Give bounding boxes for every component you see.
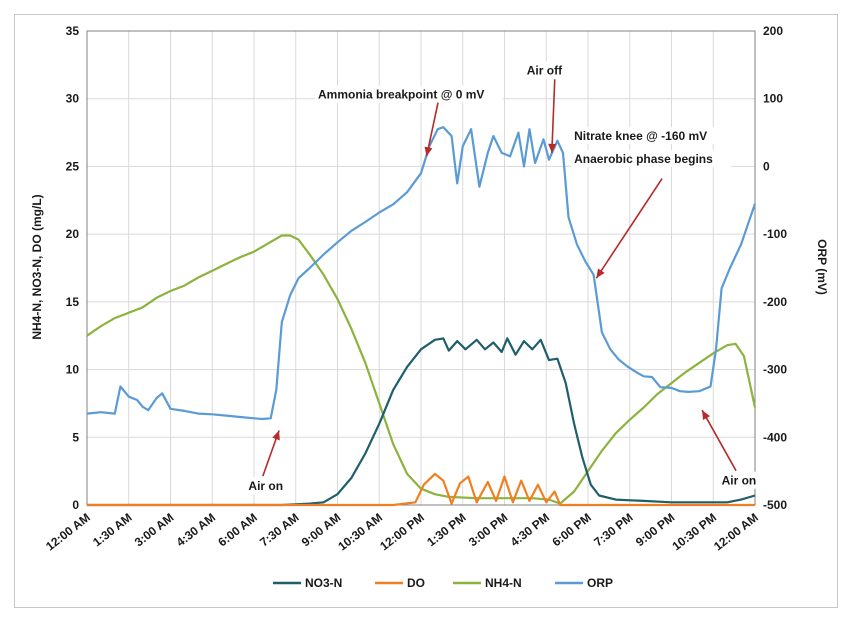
x-tick-label: 3:00 PM xyxy=(466,510,510,549)
y-right-tick-label: -200 xyxy=(763,295,787,309)
y-right-tick-label: 200 xyxy=(763,24,783,38)
annotation-label: Air on xyxy=(722,474,757,488)
y-right-tick-label: -300 xyxy=(763,363,787,377)
right-axis-ticks: -500 -400 -300 -200 -100 0 100 200 xyxy=(763,24,787,512)
series-line-nh4-n xyxy=(86,234,757,505)
x-tick-label: 10:30 AM xyxy=(335,510,385,553)
y-left-tick-label: 15 xyxy=(66,295,80,309)
y-left-tick-label: 25 xyxy=(66,159,80,173)
y-left-tick-label: 30 xyxy=(66,92,80,106)
y-left-tick-label: 0 xyxy=(72,498,79,512)
annotation-label: Anaerobic phase begins xyxy=(574,152,713,166)
y-axis-right-title: ORP (mV) xyxy=(815,239,829,295)
y-left-tick-label: 5 xyxy=(72,430,79,444)
left-axis-ticks: 0 5 10 15 20 25 30 35 xyxy=(66,24,80,512)
plot-area xyxy=(86,30,756,506)
legend-label: DO xyxy=(407,576,425,590)
annotation-background xyxy=(245,477,294,495)
annotation-arrow-head xyxy=(548,143,557,153)
y-left-tick-label: 20 xyxy=(66,227,80,241)
annotation-label: Nitrate knee @ -160 mV xyxy=(574,129,707,143)
y-right-tick-label: 100 xyxy=(763,92,783,106)
legend-label: NH4-N xyxy=(485,576,522,590)
annotation-label: Air on xyxy=(248,479,283,493)
line-chart: Ammonia breakpoint @ 0 mV Air off Nitrate … xyxy=(30,24,829,590)
annotation-background xyxy=(571,127,732,145)
x-tick-label: 4:30 PM xyxy=(508,510,552,549)
x-tick-label: 12:00 AM xyxy=(43,510,93,553)
annotation-arrow-head xyxy=(596,268,605,279)
x-tick-label: 12:00 AM xyxy=(711,510,761,553)
x-tick-label: 1:30 PM xyxy=(424,510,468,549)
y-right-tick-label: -400 xyxy=(763,430,787,444)
annotation-arrow-line xyxy=(701,409,737,472)
annotation-background xyxy=(718,471,767,489)
x-tick-label: 10:30 PM xyxy=(669,510,719,553)
y-left-tick-label: 35 xyxy=(66,24,80,38)
annotation-arrow-head xyxy=(272,430,280,441)
legend-label: ORP xyxy=(587,576,613,590)
annotation-arrow-head xyxy=(424,146,433,157)
legend: NO3-N DO NH4-N ORP xyxy=(273,576,613,590)
series-line-no3-n xyxy=(87,337,756,507)
y-right-tick-label: 0 xyxy=(763,159,770,173)
y-left-tick-label: 10 xyxy=(66,363,80,377)
x-axis-ticks: 12:00 AM1:30 AM3:00 AM4:30 AM6:00 AM7:30… xyxy=(43,510,761,553)
annotation-background xyxy=(315,85,504,103)
series-line-orp xyxy=(86,126,757,421)
legend-label: NO3-N xyxy=(305,576,342,590)
series-layer xyxy=(86,126,757,507)
x-tick-label: 12:00 PM xyxy=(377,510,427,553)
y-axis-left-title: NH4-N, NO3-N, DO (mg/L) xyxy=(30,194,44,339)
y-right-tick-label: -500 xyxy=(763,498,787,512)
annotation-background xyxy=(523,61,579,79)
annotation-arrow-head xyxy=(702,410,711,421)
annotation-background xyxy=(571,150,732,168)
x-tick-label: 6:00 AM xyxy=(215,510,260,549)
annotation-arrow-line xyxy=(551,79,556,153)
annotation-arrow-line xyxy=(595,178,663,279)
plot-border xyxy=(86,30,756,506)
annotation-arrow-line xyxy=(425,102,439,157)
chart-frame: Ammonia breakpoint @ 0 mV Air off Nitrate … xyxy=(14,14,838,608)
x-tick-label: 3:00 AM xyxy=(132,510,177,549)
series-line-do xyxy=(87,472,755,507)
x-tick-label: 7:30 AM xyxy=(257,510,302,549)
x-tick-label: 7:30 PM xyxy=(591,510,635,549)
annotations: Ammonia breakpoint @ 0 mV Air off Nitrate … xyxy=(245,61,767,495)
x-tick-label: 4:30 AM xyxy=(174,510,219,549)
x-tick-label: 6:00 PM xyxy=(549,510,593,549)
annotation-label: Ammonia breakpoint @ 0 mV xyxy=(318,88,484,102)
annotation-label: Air off xyxy=(527,63,563,77)
x-tick-label: 1:30 AM xyxy=(90,510,135,549)
y-right-tick-label: -100 xyxy=(763,227,787,241)
